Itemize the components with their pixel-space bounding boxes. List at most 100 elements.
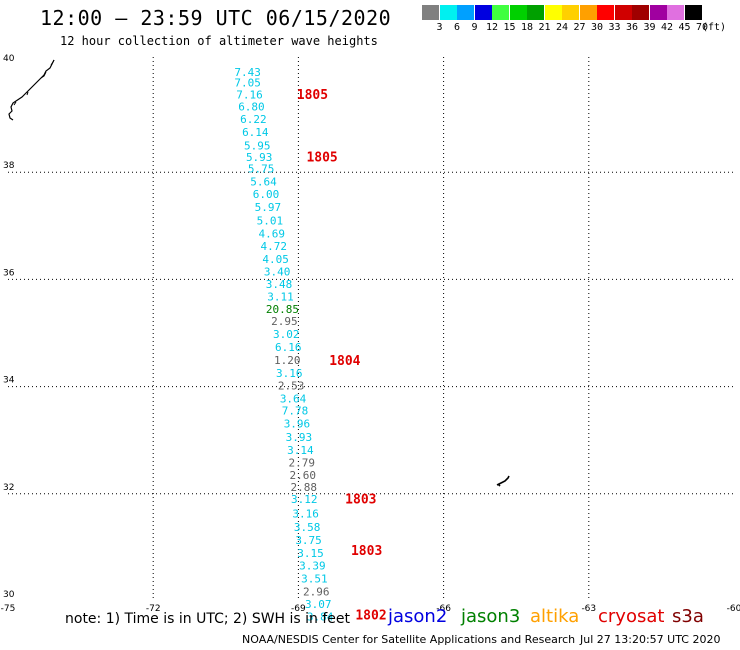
coastline-cape-cod (8, 59, 55, 121)
swh-value-label: 7.43 (234, 66, 261, 79)
lat-tick-label: 36 (3, 268, 15, 278)
swh-value-label: 2.96 (303, 585, 330, 598)
page-title: 12:00 – 23:59 UTC 06/15/2020 (40, 6, 392, 30)
mission-jason3-label: jason3 (461, 606, 521, 627)
swh-value-label: 5.97 (255, 201, 282, 214)
mission-s3a-label: s3a (672, 606, 704, 627)
legend-label: 42 (660, 22, 674, 33)
swh-value-label: 3.93 (286, 431, 313, 444)
legend-swatch (684, 5, 702, 20)
swh-value-label: 3.40 (264, 265, 291, 278)
lat-tick-label: 38 (3, 161, 15, 171)
legend-swatch (527, 5, 544, 20)
pass-time-label: 1802 (355, 608, 386, 623)
lon-tick-label: -66 (436, 604, 451, 614)
swh-value-label: 3.14 (287, 444, 314, 457)
swh-value-label: 7.78 (282, 405, 309, 418)
swh-value-label: 5.64 (250, 175, 277, 188)
pass-time-label: 1804 (329, 354, 360, 369)
legend-swatch (579, 5, 597, 20)
swh-value-label: 3.39 (299, 560, 326, 573)
swh-value-label: 3.02 (273, 328, 300, 341)
legend-swatch (509, 5, 527, 20)
swh-value-label: 3.84 (307, 611, 334, 624)
swh-value-label: 5.95 (244, 139, 271, 152)
swh-value-label: 6.80 (238, 100, 265, 113)
swh-value-label: 3.64 (280, 392, 307, 405)
legend-swatch (562, 5, 579, 20)
axis-tick-labels: -75 -72 -69 -66 -63 -60 40 38 36 34 32 30 (1, 54, 740, 614)
swh-value-label: 3.75 (295, 534, 322, 547)
lon-tick-label: -69 (291, 604, 306, 614)
coastline-cape-cod-inner (13, 59, 55, 106)
swh-value-label: 7.05 (234, 77, 261, 90)
swh-value-label: 3.96 (284, 418, 311, 431)
legend-swatch (667, 5, 684, 20)
pass-time-labels: 1805 1805 1804 1803 1803 1802 (297, 88, 387, 623)
legend-swatch (649, 5, 667, 20)
swh-value-label: 3.15 (297, 547, 324, 560)
swh-value-label: 2.88 (290, 481, 317, 494)
swh-value-label: 4.69 (259, 227, 286, 240)
lat-lon-grid (8, 57, 734, 601)
units-note: note: 1) Time is in UTC; 2) SWH is in fe… (65, 611, 351, 627)
legend-label: 21 (538, 22, 551, 33)
legend-label: 12 (485, 22, 499, 33)
swh-value-label: 6.14 (242, 126, 269, 139)
swh-observations: 7.437.057.166.806.226.145.955.935.755.64… (234, 66, 333, 624)
legend-label: 27 (573, 22, 586, 33)
swh-value-label: 4.05 (262, 253, 289, 266)
page-subtitle: 12 hour collection of altimeter wave hei… (60, 34, 378, 48)
swh-value-label: 4.72 (260, 240, 287, 253)
legend-swatch (422, 5, 439, 20)
swh-value-label: 5.75 (248, 162, 275, 175)
legend-label: 15 (503, 22, 516, 33)
swh-value-label: 2.60 (290, 469, 317, 482)
lon-tick-label: -75 (1, 604, 16, 614)
swh-value-label: 2.79 (289, 457, 316, 470)
credit-text: NOAA/NESDIS Center for Satellite Applica… (242, 633, 576, 646)
legend-label: 30 (590, 22, 604, 33)
pass-time-label: 1803 (345, 493, 376, 508)
legend-swatch (632, 5, 649, 20)
legend-label: 33 (608, 22, 621, 33)
lat-tick-label: 30 (3, 590, 15, 600)
swh-value-label: 6.22 (240, 113, 267, 126)
legend-label: 3 (436, 22, 443, 33)
mission-jason2-label: jason2 (388, 606, 448, 627)
legend-label: 70 (695, 22, 709, 33)
mission-altika-label: altika (530, 606, 580, 627)
swh-value-label: 3.12 (291, 493, 318, 506)
mission-cryosat-label: cryosat (598, 606, 665, 627)
legend-swatch (544, 5, 562, 20)
swh-value-label: 20.85 (266, 303, 299, 316)
swh-value-label: 3.51 (301, 572, 328, 585)
lon-tick-label: -63 (581, 604, 596, 614)
lon-tick-label: -72 (146, 604, 161, 614)
legend-label: 39 (643, 22, 656, 33)
legend-label: 9 (471, 22, 478, 33)
swh-value-label: 7.16 (236, 88, 263, 101)
lat-tick-label: 34 (3, 376, 15, 386)
swh-value-label: 6.16 (275, 341, 302, 354)
swh-value-label: 5.01 (257, 214, 284, 227)
swh-value-label: 3.58 (294, 521, 321, 534)
lon-tick-label: -60 (727, 604, 740, 614)
swh-value-label: 2.53 (278, 380, 305, 393)
swh-value-label: 3.16 (292, 508, 319, 521)
legend-swatch (439, 5, 457, 20)
legend-label: 18 (520, 22, 534, 33)
swh-value-label: 5.93 (246, 151, 273, 164)
legend-swatch (474, 5, 492, 20)
legend-label: 6 (453, 22, 461, 33)
lat-tick-label: 40 (3, 54, 15, 64)
legend-label: 36 (625, 22, 639, 33)
coastline-group (8, 59, 510, 487)
swh-value-label: 3.07 (305, 598, 332, 611)
legend-swatch (492, 5, 509, 20)
legend-unit: (ft) (701, 22, 727, 33)
generated-timestamp: Jul 27 13:20:57 UTC 2020 (580, 633, 721, 646)
legend-label: 45 (678, 22, 691, 33)
pass-time-label: 1805 (306, 151, 337, 166)
